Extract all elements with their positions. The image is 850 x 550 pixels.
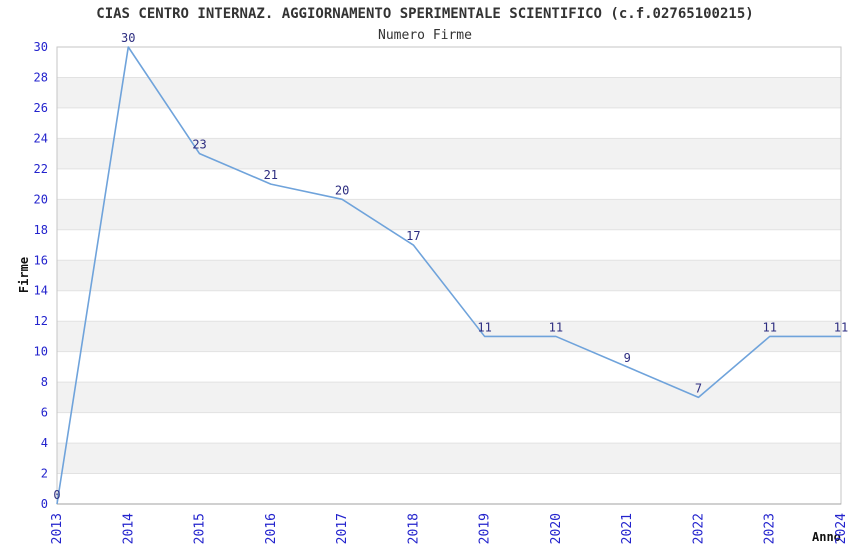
y-tick-label: 14 bbox=[34, 284, 48, 298]
point-label: 20 bbox=[335, 183, 349, 197]
y-tick-label: 20 bbox=[34, 192, 48, 206]
x-tick-label: 2020 bbox=[549, 513, 564, 544]
y-tick-label: 18 bbox=[34, 223, 48, 237]
y-tick-label: 4 bbox=[41, 436, 48, 450]
x-tick-label: 2015 bbox=[193, 513, 208, 544]
y-tick-label: 2 bbox=[41, 467, 48, 481]
x-tick-label: 2013 bbox=[50, 513, 65, 544]
band-stripe bbox=[57, 199, 841, 230]
x-tick-label: 2016 bbox=[264, 513, 279, 544]
point-label: 11 bbox=[834, 320, 848, 334]
point-label: 7 bbox=[695, 381, 702, 395]
point-label: 21 bbox=[264, 168, 278, 182]
point-label: 17 bbox=[406, 229, 420, 243]
x-tick-label: 2017 bbox=[335, 513, 350, 544]
point-label: 0 bbox=[53, 488, 60, 502]
point-label: 23 bbox=[192, 138, 206, 152]
x-tick-label: 2022 bbox=[691, 513, 706, 544]
y-tick-label: 24 bbox=[34, 131, 48, 145]
x-tick-label: 2019 bbox=[478, 513, 493, 544]
y-tick-label: 28 bbox=[34, 70, 48, 84]
band-stripe bbox=[57, 77, 841, 108]
x-tick-label: 2014 bbox=[121, 513, 136, 544]
chart-title: CIAS CENTRO INTERNAZ. AGGIORNAMENTO SPER… bbox=[96, 6, 754, 22]
series-line bbox=[56, 46, 841, 505]
x-tick-label: 2023 bbox=[763, 513, 778, 544]
point-label: 11 bbox=[549, 320, 563, 334]
x-axis-title: Anno bbox=[812, 530, 841, 544]
x-tick-label: 2021 bbox=[620, 513, 635, 544]
band-stripe bbox=[57, 382, 841, 413]
x-tick-label: 2024 bbox=[834, 513, 849, 544]
band-stripe bbox=[57, 260, 841, 291]
band-stripe bbox=[57, 443, 841, 474]
y-tick-label: 16 bbox=[34, 253, 48, 267]
x-tick-label: 2018 bbox=[406, 513, 421, 544]
y-tick-label: 12 bbox=[34, 314, 48, 328]
point-label: 30 bbox=[121, 31, 135, 45]
y-tick-label: 8 bbox=[41, 375, 48, 389]
band-stripe bbox=[57, 138, 841, 169]
y-tick-label: 30 bbox=[34, 40, 48, 54]
point-label: 11 bbox=[763, 320, 777, 334]
band-stripe bbox=[57, 321, 841, 352]
y-tick-label: 0 bbox=[41, 497, 48, 511]
chart-subtitle: Numero Firme bbox=[378, 28, 472, 43]
y-tick-label: 10 bbox=[34, 345, 48, 359]
point-label: 11 bbox=[477, 320, 491, 334]
y-tick-label: 26 bbox=[34, 101, 48, 115]
y-tick-label: 6 bbox=[41, 406, 48, 420]
point-label: 9 bbox=[624, 351, 631, 365]
y-tick-label: 22 bbox=[34, 162, 48, 176]
